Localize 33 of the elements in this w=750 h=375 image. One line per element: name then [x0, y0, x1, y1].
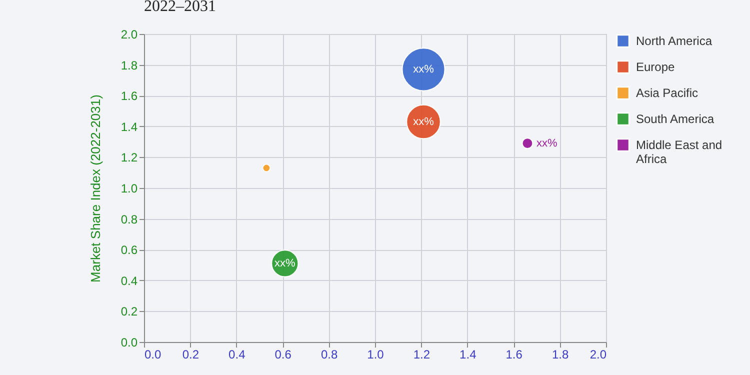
- data-label: xx%: [413, 63, 434, 76]
- y-tick-label: 1.6: [120, 89, 138, 104]
- legend-label: Europe: [636, 60, 676, 74]
- x-tick-label: 0.4: [228, 348, 246, 362]
- x-tick-label: 1.2: [413, 348, 430, 362]
- y-tick-label: 1.0: [120, 182, 138, 196]
- y-tick-label: 0.2: [120, 304, 138, 319]
- x-tick-label: 1.8: [552, 348, 569, 362]
- x-tick-label: 1.4: [460, 348, 477, 362]
- y-tick-label: 1.8: [120, 58, 138, 72]
- y-tick-label: 1.4: [120, 120, 138, 134]
- chart-title: 2022–2031: [144, 0, 216, 15]
- y-tick-label: 0.4: [120, 274, 138, 288]
- data-label: xx%: [413, 116, 434, 128]
- y-axis-title: Market Share Index (2022-2031): [88, 94, 103, 282]
- y-tick-label: 0.0: [120, 336, 138, 350]
- y-tick-label: 0.6: [120, 243, 138, 258]
- legend-label: Asia Pacific: [636, 86, 698, 100]
- data-label: xx%: [274, 257, 296, 270]
- data-label: xx%: [536, 137, 558, 150]
- y-tick-label: 0.8: [120, 212, 138, 226]
- x-tick-label: 1.0: [367, 348, 384, 362]
- legend-label: Middle East and Africa: [636, 138, 722, 166]
- y-tick-label: 2.0: [120, 28, 138, 42]
- x-tick-label: 1.6: [506, 348, 523, 362]
- x-tick-label: 0.2: [182, 348, 200, 362]
- x-tick-label: 0.0: [144, 348, 162, 362]
- legend-label: South America: [636, 112, 714, 126]
- x-tick-label: 0.6: [274, 348, 292, 362]
- x-tick-label: 2.0: [590, 348, 607, 362]
- y-tick-label: 1.2: [120, 150, 138, 165]
- legend-label: North America: [636, 34, 712, 48]
- x-tick-label: 0.8: [320, 348, 338, 362]
